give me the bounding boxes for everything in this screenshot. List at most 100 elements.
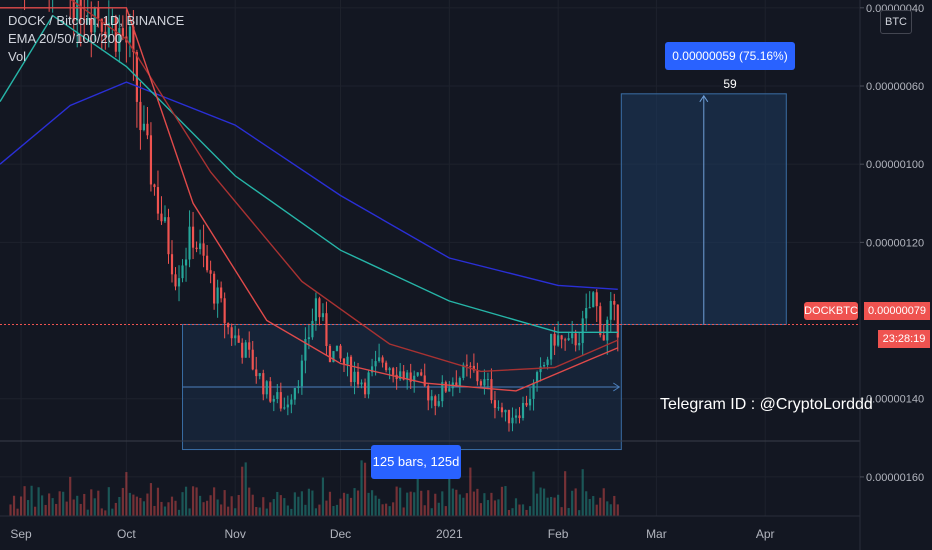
candle [265, 380, 268, 399]
candle-body [146, 123, 149, 136]
legend-ema[interactable]: EMA 20/50/100/200 [8, 31, 123, 46]
candle [100, 18, 103, 51]
volume-bar [388, 506, 391, 516]
candle-body [304, 338, 307, 361]
candle [269, 377, 272, 403]
volume-bar [188, 508, 191, 516]
volume-bar [146, 493, 149, 516]
legend-volume[interactable]: Vol [8, 49, 27, 64]
volume-bar [198, 495, 202, 516]
candle-body [328, 345, 332, 363]
legend-symbol[interactable]: DOCK / Bitcoin, 1D, BINANCE [8, 13, 185, 28]
volume-bar [349, 497, 353, 516]
target-arrow-head [699, 94, 709, 103]
candle-body [128, 26, 131, 43]
candle-body [528, 398, 532, 406]
volume-bar [128, 492, 131, 516]
candle [392, 366, 395, 383]
candle-body [370, 366, 374, 373]
candle-body [514, 415, 518, 418]
candle [455, 370, 458, 387]
volume-bar [441, 491, 444, 516]
candle-body [595, 292, 598, 307]
volume-bar [255, 506, 258, 516]
candle-body [220, 287, 223, 299]
candle-body [174, 274, 177, 287]
last-price-tag: 0.00000079 [864, 302, 930, 320]
volume-bar [286, 505, 289, 516]
candle-body [472, 365, 475, 371]
candle [76, 0, 79, 48]
candle-body [262, 373, 265, 395]
candle-body [599, 306, 602, 336]
candle-body [272, 399, 275, 402]
volume-bar [479, 503, 482, 516]
candle [500, 402, 504, 418]
volume-bar [48, 493, 51, 516]
volume-bar [325, 500, 328, 516]
candle-body [339, 345, 342, 359]
candle-body [430, 396, 433, 401]
candle-body [381, 357, 384, 363]
candle [191, 211, 195, 260]
volume-bar [564, 471, 567, 516]
volume-bar [553, 497, 556, 516]
volume-bar [528, 506, 532, 516]
candle [518, 407, 521, 424]
volume-bar [265, 508, 268, 516]
candle [532, 379, 535, 411]
volume-bar [156, 487, 160, 516]
candle [525, 395, 528, 408]
candle-body [248, 342, 251, 350]
volume-bar [592, 496, 595, 516]
candle [385, 360, 388, 373]
candle-body [290, 399, 293, 405]
candle [360, 379, 363, 389]
candle [458, 376, 461, 393]
ema200-line [0, 81, 618, 290]
candle [342, 358, 346, 373]
candle-body [416, 372, 419, 376]
candle-body [427, 385, 430, 401]
candle-body [332, 351, 335, 363]
candle-body [448, 388, 451, 392]
candle [416, 372, 419, 377]
currency-badge[interactable]: BTC [880, 10, 912, 34]
volume-bar [97, 490, 100, 516]
candle-body [349, 356, 353, 383]
volume-bar [167, 502, 170, 516]
volume-bar [58, 491, 61, 516]
volume-bar [321, 477, 325, 516]
volume-bar [339, 498, 342, 516]
candle [177, 265, 181, 302]
volume-bar [100, 508, 103, 516]
candle-body [227, 323, 230, 328]
candle [511, 407, 514, 432]
volume-bar [272, 499, 275, 516]
volume-bar [290, 508, 293, 516]
candle-body [335, 345, 339, 352]
candle [578, 332, 581, 351]
candle [139, 81, 142, 150]
x-tick-label: Dec [330, 527, 351, 541]
candle [300, 354, 303, 395]
candle-body [434, 396, 437, 406]
volume-bar [578, 510, 581, 516]
volume-bar [220, 504, 223, 516]
volume-bar [300, 491, 303, 516]
volume-bar [170, 496, 174, 516]
candle-body [613, 300, 616, 305]
candle-body [585, 307, 588, 319]
volume-bar [402, 507, 405, 516]
candle [542, 361, 546, 368]
candle-body [550, 333, 553, 360]
volume-bar [423, 505, 426, 516]
volume-bar [448, 477, 451, 516]
candle-body [616, 304, 619, 338]
candle [97, 0, 100, 28]
volume-bar [444, 506, 447, 516]
candle [241, 338, 244, 364]
candle-body [191, 226, 195, 248]
candle [304, 327, 307, 374]
